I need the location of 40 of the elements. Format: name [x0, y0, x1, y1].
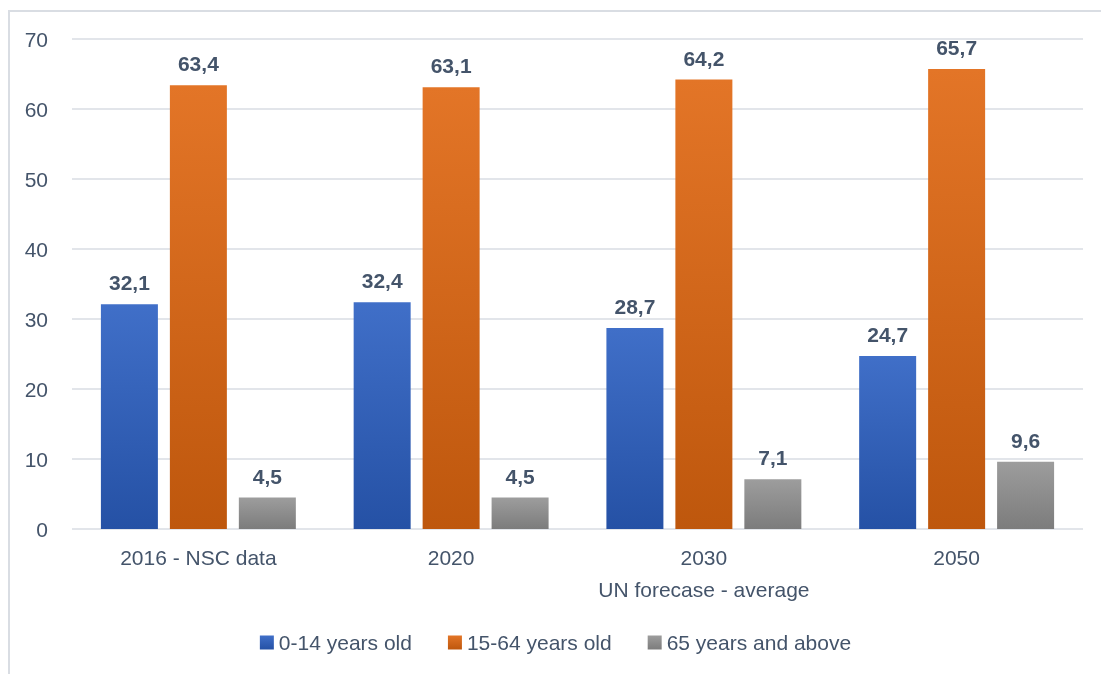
- bar: [744, 479, 802, 529]
- y-tick-label: 40: [24, 237, 48, 261]
- x-tick-label: 2030: [680, 546, 728, 569]
- data-label: 4,5: [252, 464, 283, 488]
- data-label: 9,6: [1010, 428, 1041, 452]
- bar: [238, 497, 296, 529]
- data-label: 63,4: [177, 52, 220, 76]
- text: UN forecase - average: [598, 578, 810, 601]
- bar: [928, 69, 986, 529]
- data-label: 63,1: [430, 54, 472, 78]
- y-tick-label: 30: [24, 307, 48, 331]
- x-tick-label: 2020: [427, 546, 475, 569]
- x-tick-label: 2050: [933, 546, 980, 569]
- data-label: 4,5: [505, 464, 536, 488]
- data-label: 65,7: [936, 36, 978, 60]
- y-tick-label: 50: [24, 167, 48, 191]
- x-tick-label: 2016 - NSC data: [120, 546, 277, 569]
- y-tick-label: 60: [24, 97, 48, 121]
- bar: [100, 304, 158, 529]
- bar: [422, 87, 480, 529]
- legend-label: 65 years and above: [666, 631, 852, 654]
- data-label: 32,4: [361, 269, 403, 293]
- bar: [675, 79, 733, 529]
- data-label: 24,7: [867, 323, 909, 347]
- legend-label: 15-64 years old: [466, 631, 612, 654]
- data-label: 7,1: [758, 446, 788, 470]
- data-label: 32,1: [108, 271, 151, 295]
- bar: [859, 356, 917, 529]
- bar: [353, 302, 411, 529]
- legend-label: 0-14 years old: [278, 631, 412, 654]
- y-tick-label: 10: [24, 447, 48, 471]
- bar: [491, 497, 549, 529]
- data-label: 64,2: [683, 46, 725, 70]
- bar: [169, 85, 227, 529]
- y-tick-label: 0: [36, 517, 48, 541]
- data-label: 28,7: [614, 295, 656, 319]
- y-tick-label: 20: [24, 377, 48, 401]
- bar: [606, 328, 664, 529]
- y-tick-label: 70: [24, 27, 48, 51]
- bar: [997, 461, 1055, 529]
